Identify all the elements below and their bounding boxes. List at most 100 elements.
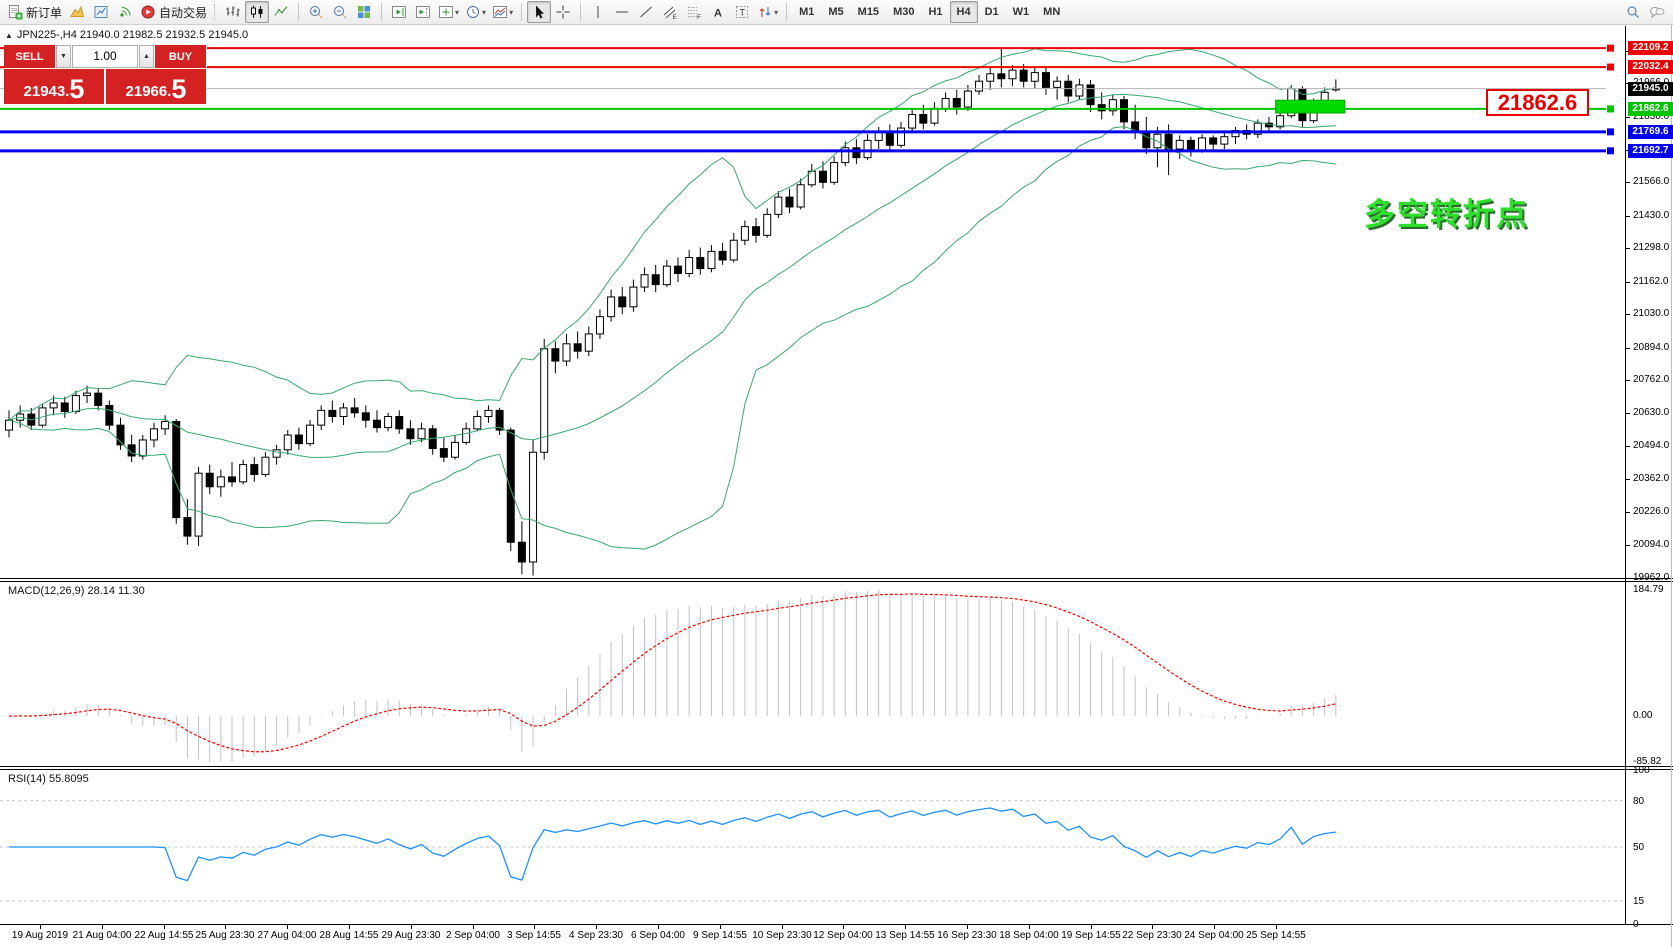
chat-button[interactable] <box>1645 1 1669 23</box>
arrows-button[interactable]: ▾ <box>754 1 781 23</box>
text-label-button[interactable]: T <box>730 1 754 23</box>
chart-symbol-title: JPN225-,H4 21940.0 21982.5 21932.5 21945… <box>16 29 249 41</box>
price-tick-mark <box>1626 282 1630 283</box>
pane-separator[interactable] <box>0 578 1673 579</box>
timeframe-button-W1[interactable]: W1 <box>1012 6 1030 18</box>
main-chart-pane[interactable] <box>0 26 1625 578</box>
auto-scroll-button[interactable] <box>387 1 411 23</box>
price-axis[interactable]: 22109.2 22032.4 21945.0 21862.6 21769.6 21692… <box>1625 26 1673 930</box>
line-anchor-square <box>1607 128 1614 136</box>
time-tick-mark <box>411 925 412 929</box>
market-watch-button[interactable] <box>89 1 113 23</box>
fibonacci-icon: F <box>688 7 701 20</box>
equidistant-channel-button[interactable]: E <box>658 1 682 23</box>
toolbar-separator <box>381 3 383 21</box>
sell-button[interactable]: SELL <box>4 45 55 68</box>
cursor-button[interactable] <box>527 1 552 23</box>
time-tick-label: 9 Sep 14:55 <box>693 930 747 941</box>
sell-price-display[interactable]: 21943. 5 <box>4 69 104 104</box>
time-tick-label: 13 Sep 14:55 <box>875 930 935 941</box>
timeframe-button-M15[interactable]: M15 <box>857 6 880 18</box>
fibonacci-button[interactable]: F <box>682 1 706 23</box>
zoom-out-icon <box>334 6 347 19</box>
toolbar: 新订单 自动交易 ▾ ▾ <box>0 0 1673 25</box>
timeframe-button-M5[interactable]: M5 <box>828 6 844 18</box>
templates-button[interactable]: ▾ <box>489 1 516 23</box>
time-tick-label: 18 Sep 04:00 <box>999 930 1059 941</box>
bar-chart-button[interactable] <box>221 1 245 23</box>
profile-button[interactable] <box>65 1 89 23</box>
indicators-button[interactable]: ▾ <box>435 1 462 23</box>
trendline-button[interactable] <box>634 1 658 23</box>
trendline-icon <box>640 6 652 18</box>
zoom-in-button[interactable] <box>304 1 328 23</box>
macd-canvas <box>8 590 1337 762</box>
volume-increase-button[interactable]: ▲ <box>139 45 154 68</box>
time-tick-label: 27 Aug 04:00 <box>257 930 317 941</box>
price-tick-label: 21298.0 <box>1633 242 1670 253</box>
auto-trading-label: 自动交易 <box>159 5 208 20</box>
time-tick-label: 22 Sep 23:30 <box>1122 930 1182 941</box>
timeframe-toolbar: M1 M5 M15 M30 H1 H4 D1 W1 MN <box>792 1 1067 23</box>
price-tick-mark <box>1626 248 1630 249</box>
buy-button[interactable]: BUY <box>155 45 206 68</box>
time-tick-mark <box>782 925 783 929</box>
timeframe-button-D1[interactable]: D1 <box>984 6 999 18</box>
price-tick-label: 21430.0 <box>1633 210 1670 221</box>
timeframe-button-H4[interactable]: H4 <box>949 1 978 23</box>
candlestick-chart-icon <box>251 5 263 18</box>
zoom-in-icon <box>310 6 323 19</box>
timeframe-button-M30[interactable]: M30 <box>893 6 915 18</box>
highlight-rectangle-annotation[interactable] <box>1275 99 1346 114</box>
signals-button[interactable] <box>113 1 137 23</box>
rsi-tick-label: 100 <box>1633 765 1650 776</box>
time-tick-mark <box>349 925 350 929</box>
sell-price-point: . <box>65 83 70 100</box>
chevron-down-icon: ▾ <box>455 7 460 17</box>
rsi-pane[interactable]: RSI(14) 55.8095 <box>0 770 1625 924</box>
horizontal-line-button[interactable] <box>610 1 634 23</box>
price-tick-mark <box>1626 380 1630 381</box>
indicators-icon <box>439 6 454 18</box>
pane-separator <box>0 581 1673 582</box>
clock-icon <box>467 6 480 18</box>
time-tick-mark <box>1276 925 1277 929</box>
auto-trading-button[interactable]: 自动交易 <box>137 1 210 23</box>
pane-separator[interactable] <box>0 766 1673 767</box>
price-tick-mark <box>1626 348 1630 349</box>
timeframe-button-M1[interactable]: M1 <box>799 6 815 18</box>
new-order-button[interactable]: 新订单 <box>4 1 65 23</box>
collapse-panel-toggle[interactable]: ▲ <box>5 31 13 40</box>
search-button[interactable] <box>1621 1 1645 23</box>
macd-pane[interactable]: MACD(12,26,9) 28.14 11.30 <box>0 582 1625 766</box>
candlestick-chart-button[interactable] <box>245 1 270 23</box>
timeframe-button-MN[interactable]: MN <box>1043 6 1061 18</box>
price-tick-mark <box>1626 578 1630 579</box>
tile-windows-button[interactable] <box>352 1 376 23</box>
line-chart-button[interactable] <box>269 1 293 23</box>
turning-point-annotation[interactable]: 多空转折点 <box>1364 197 1529 232</box>
time-tick-label: 12 Sep 04:00 <box>813 930 873 941</box>
volume-input[interactable]: 1.00 <box>72 45 138 68</box>
volume-decrease-button[interactable]: ▼ <box>56 45 71 68</box>
time-tick-mark <box>164 925 165 929</box>
time-axis[interactable]: 19 Aug 2019 21 Aug 04:00 22 Aug 14:55 25 Au… <box>0 925 1673 947</box>
buy-price-main: 21966 <box>125 83 168 100</box>
chart-shift-button[interactable] <box>411 1 435 23</box>
time-tick-mark <box>843 925 844 929</box>
vertical-line-button[interactable] <box>586 1 610 23</box>
price-callout-annotation[interactable]: 21862.6 <box>1486 89 1589 116</box>
rsi-tick-label: 80 <box>1633 796 1645 807</box>
timeframe-button-H1[interactable]: H1 <box>928 6 943 18</box>
time-tick-mark <box>1091 925 1092 929</box>
crosshair-button[interactable] <box>551 1 575 23</box>
periods-button[interactable]: ▾ <box>462 1 489 23</box>
zoom-out-button[interactable] <box>328 1 352 23</box>
line-chart-icon <box>274 6 288 16</box>
time-tick-mark <box>1152 925 1153 929</box>
buy-price-display[interactable]: 21966. 5 <box>106 69 206 104</box>
price-tick-mark <box>1626 314 1630 315</box>
bar-chart-icon <box>226 6 240 17</box>
text-button[interactable]: A <box>706 1 730 23</box>
line-anchor-square <box>1607 63 1614 71</box>
